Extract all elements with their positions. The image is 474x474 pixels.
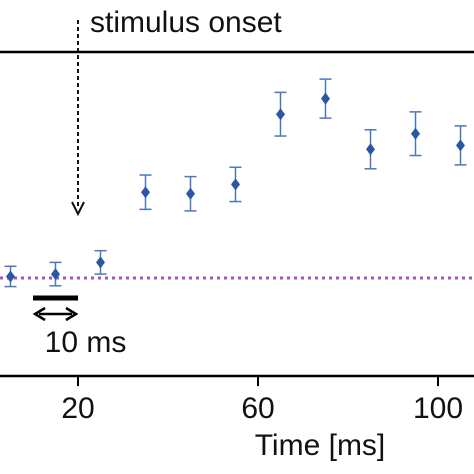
stimulus-onset-label: stimulus onset xyxy=(90,6,282,39)
diamond-marker xyxy=(51,268,60,281)
data-point xyxy=(184,175,197,212)
data-point xyxy=(319,78,332,119)
diamond-marker xyxy=(141,186,150,199)
diamond-marker xyxy=(96,256,105,269)
diamond-marker xyxy=(276,108,285,121)
diamond-marker xyxy=(231,178,240,191)
x-axis-label: Time [ms] xyxy=(255,429,386,462)
stimulus-onset-arrowhead xyxy=(71,201,85,217)
data-point xyxy=(409,111,422,157)
x-tick-label: 20 xyxy=(61,392,94,425)
scale-arrowhead-left xyxy=(32,306,46,322)
data-point xyxy=(454,125,467,166)
diamond-marker xyxy=(6,270,15,283)
data-point xyxy=(49,261,62,287)
data-point xyxy=(94,249,107,275)
data-point xyxy=(139,174,152,211)
scale-label: 10 ms xyxy=(45,326,127,359)
data-point xyxy=(229,166,242,203)
x-tick-label: 60 xyxy=(241,392,274,425)
diamond-marker xyxy=(186,187,195,200)
diamond-marker xyxy=(321,92,330,105)
diamond-marker xyxy=(456,139,465,152)
scale-arrowhead-right xyxy=(65,306,79,322)
data-point xyxy=(274,91,287,137)
data-point xyxy=(4,265,17,288)
data-point xyxy=(364,129,377,170)
diamond-marker xyxy=(366,143,375,156)
diamond-marker xyxy=(411,127,420,140)
x-tick-label: 100 xyxy=(413,392,463,425)
